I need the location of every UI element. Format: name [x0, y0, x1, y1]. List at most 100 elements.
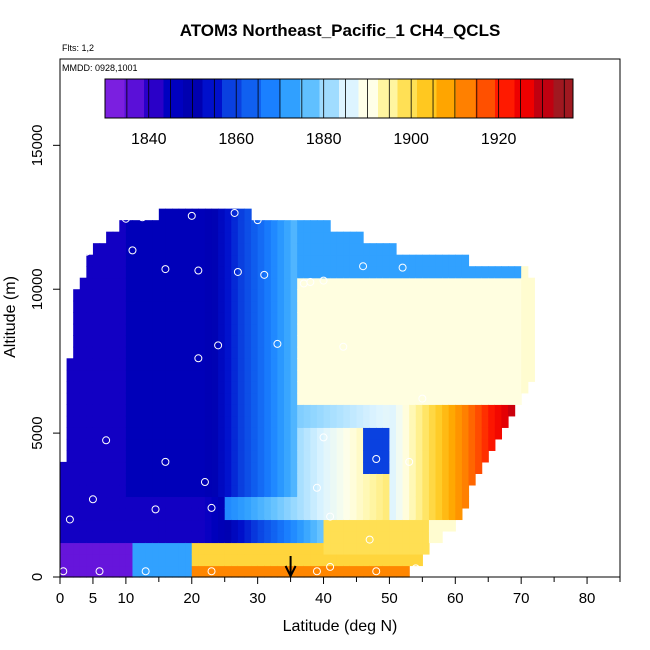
curtain-cell [198, 542, 206, 555]
curtain-cell [376, 415, 384, 428]
curtain-cell [119, 243, 127, 256]
curtain-cell [448, 312, 456, 325]
curtain-cell [270, 542, 279, 555]
curtain-cell [237, 427, 246, 440]
curtain-cell [119, 461, 127, 474]
curtain-cell [448, 254, 456, 267]
curtain-cell [455, 473, 463, 486]
curtain-cell [402, 530, 410, 544]
curtain-cell [448, 289, 456, 302]
curtain-cell [165, 335, 173, 348]
curtain-cell [79, 473, 87, 486]
curtain-cell [284, 266, 292, 279]
curtain-cell [435, 392, 443, 405]
curtain-cell [231, 381, 239, 394]
curtain-cell [494, 381, 503, 394]
curtain-cell [66, 427, 74, 440]
curtain-cell [343, 335, 351, 348]
curtain-cell [86, 484, 94, 498]
curtain-cell [224, 484, 232, 498]
curtain-cell [165, 415, 173, 428]
curtain-cell [237, 415, 246, 428]
curtain-cell [152, 346, 160, 359]
curtain-cell [330, 461, 338, 474]
curtain-cell [270, 450, 279, 463]
curtain-cell [349, 323, 358, 336]
curtain-cell [442, 300, 450, 313]
curtain-cell [112, 289, 120, 302]
curtain-cell [303, 553, 311, 567]
curtain-cell [237, 358, 246, 371]
curtain-cell [343, 507, 351, 521]
curtain-cell [310, 484, 318, 498]
curtain-cell [284, 542, 292, 555]
curtain-cell [165, 484, 173, 498]
curtain-cell [86, 530, 94, 544]
curtain-cell [152, 450, 160, 463]
curtain-cell [218, 404, 226, 417]
curtain-cell [178, 369, 186, 382]
colorbar: 1840 1860 1880 1900 1920 [104, 78, 574, 148]
curtain-cell [172, 208, 180, 221]
curtain-cell [119, 277, 127, 290]
curtain-cell [66, 461, 74, 474]
curtain-cell [231, 553, 239, 567]
curtain-cell [488, 404, 496, 417]
curtain-cell [409, 404, 417, 417]
curtain-cell [316, 254, 325, 267]
curtain-cell [224, 358, 232, 371]
curtain-cell [290, 461, 298, 474]
curtain-cell [165, 473, 173, 486]
curtain-cell [73, 542, 81, 555]
curtain-cell [178, 358, 186, 371]
curtain-cell [435, 484, 443, 498]
curtain-cell [316, 335, 325, 348]
curtain-cell [158, 519, 167, 532]
curtain-cell [343, 542, 351, 555]
curtain-cell [356, 243, 364, 256]
curtain-cell [297, 530, 305, 544]
curtain-cell [132, 312, 140, 325]
curtain-cell [382, 484, 391, 498]
curtain-cell [79, 323, 87, 336]
curtain-cell [224, 450, 232, 463]
curtain-cell [224, 565, 232, 578]
curtain-cell [297, 231, 305, 244]
curtain-cell [231, 450, 239, 463]
curtain-cell [125, 381, 134, 394]
curtain-cell [323, 277, 331, 290]
curtain-cell [112, 427, 120, 440]
curtain-cell [514, 335, 522, 348]
curtain-cell [112, 484, 120, 498]
curtain-cell [251, 220, 259, 233]
curtain-cell [442, 312, 450, 325]
curtain-cell [336, 381, 344, 394]
curtain-cell [363, 484, 371, 498]
curtain-cell [178, 450, 186, 463]
curtain-cell [316, 461, 325, 474]
curtain-cell [73, 392, 81, 405]
curtain-cell [428, 369, 437, 382]
curtain-cell [277, 300, 285, 313]
curtain-cell [494, 427, 503, 440]
curtain-cell [66, 404, 74, 417]
curtain-cell [303, 415, 311, 428]
curtain-cell [277, 507, 285, 521]
curtain-cell [145, 231, 153, 244]
curtain-cell [139, 519, 147, 532]
curtain-cell [145, 220, 153, 233]
curtain-cell [369, 254, 377, 267]
curtain-cell [475, 335, 483, 348]
curtain-cell [152, 381, 160, 394]
curtain-cell [323, 553, 331, 567]
curtain-cell [369, 277, 377, 290]
curtain-cell [60, 542, 68, 555]
curtain-cell [139, 312, 147, 325]
curtain-cell [323, 496, 331, 509]
curtain-cell [145, 519, 153, 532]
curtain-cell [165, 346, 173, 359]
curtain-cell [211, 208, 219, 221]
curtain-cell [481, 392, 489, 405]
curtain-cell [139, 415, 147, 428]
curtain-cell [356, 415, 364, 428]
